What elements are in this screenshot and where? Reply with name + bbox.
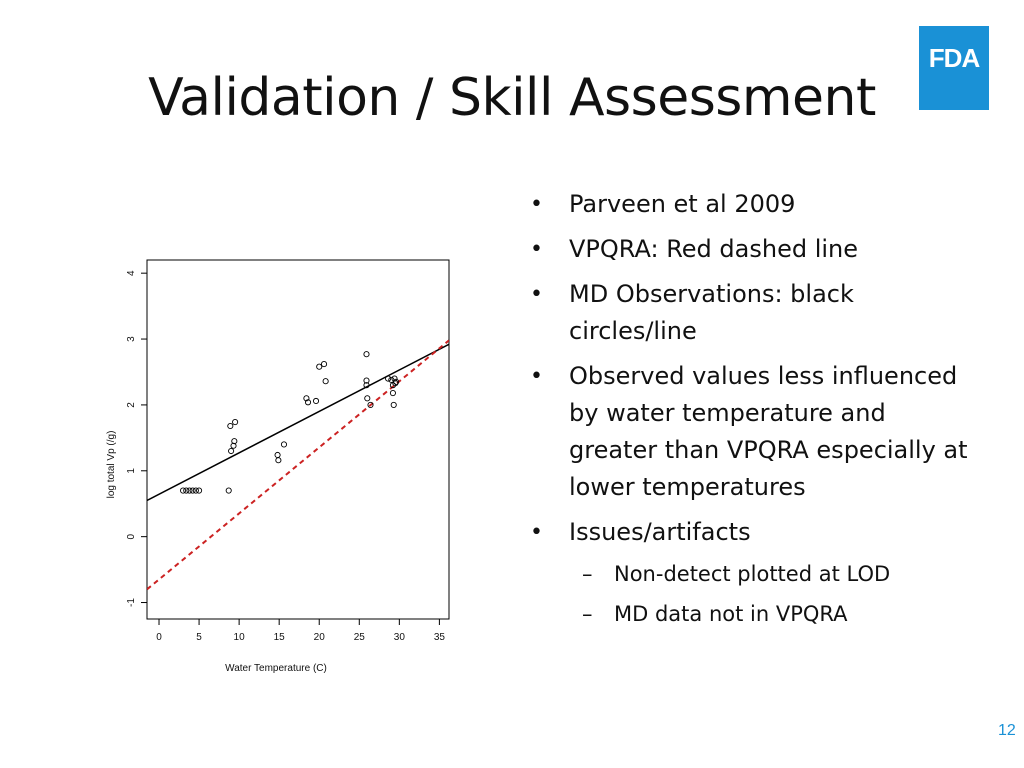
bullet-dot-icon: •	[530, 520, 543, 545]
data-point	[183, 487, 190, 494]
data-point	[363, 351, 370, 358]
fda-logo: FDA	[919, 26, 989, 110]
x-axis-label: Water Temperature (C)	[225, 663, 327, 674]
plot-frame	[146, 259, 450, 620]
sub-bullet-text: Non-detect plotted at LOD	[614, 562, 891, 586]
bullet-text: Issues/artifacts	[569, 518, 751, 546]
data-point	[230, 442, 237, 449]
y-axis-label: log total Vp (/g)	[106, 431, 117, 499]
bullet-item: • Parveen et al 2009	[530, 186, 970, 223]
x-tick-label: 10	[234, 632, 246, 643]
data-point	[189, 487, 196, 494]
data-point	[179, 487, 187, 494]
data-point	[316, 363, 323, 370]
data-point	[391, 375, 398, 382]
bullet-item: • Issues/artifacts	[530, 514, 970, 551]
data-point	[367, 401, 374, 408]
bullet-item: • MD Observations: black circles/line	[530, 276, 970, 350]
fda-logo-text: FDA	[928, 43, 980, 73]
dash-icon: –	[582, 602, 593, 626]
sub-bullet-text: MD data not in VPQRA	[614, 602, 848, 626]
data-point	[389, 390, 396, 397]
data-point	[192, 487, 199, 494]
bullet-item: • VPQRA: Red dashed line	[530, 231, 970, 268]
y-tick-label: 0	[126, 533, 137, 539]
bullet-text: Parveen et al 2009	[569, 190, 796, 218]
data-point	[231, 438, 238, 445]
data-point	[232, 418, 239, 426]
vpqra-dashed-line	[147, 339, 449, 591]
x-tick-label: 15	[274, 632, 286, 643]
data-point	[363, 382, 370, 389]
data-point	[393, 378, 400, 385]
dash-icon: –	[582, 562, 593, 586]
bullet-dot-icon: •	[530, 237, 543, 262]
page-number: 12	[998, 722, 1016, 739]
x-tick-label: 35	[434, 632, 446, 643]
data-point	[196, 487, 203, 494]
bullet-dot-icon: •	[530, 364, 543, 389]
data-point	[227, 422, 234, 430]
data-point	[385, 375, 392, 382]
data-point	[280, 441, 288, 448]
x-tick-label: 5	[196, 632, 202, 643]
data-point	[390, 401, 397, 408]
scatter-chart: 0 5 10 15 20 25 30 35 -1 0 1 2 3 4 Water Temperature (…	[106, 259, 450, 674]
data-point	[312, 397, 320, 405]
x-tick-label: 20	[314, 632, 326, 643]
bullet-text: MD Observations: black circles/line	[569, 280, 854, 345]
data-point	[304, 399, 312, 406]
x-tick-label: 0	[156, 632, 162, 643]
x-tick-label: 25	[354, 632, 366, 643]
sub-bullet-item: – Non-detect plotted at LOD	[530, 559, 970, 589]
bullet-item: • Observed values less influenced by wat…	[530, 358, 970, 506]
data-point	[228, 447, 235, 455]
sub-bullet-item: – MD data not in VPQRA	[530, 599, 970, 629]
bullet-text: VPQRA: Red dashed line	[569, 235, 859, 263]
data-point	[392, 380, 399, 387]
x-tick-label: 30	[394, 632, 406, 643]
data-point	[303, 395, 310, 402]
md-regression-line	[147, 343, 449, 502]
y-tick-label: 3	[126, 336, 137, 342]
data-point	[225, 487, 232, 494]
data-point	[275, 457, 282, 464]
data-point	[322, 378, 329, 385]
data-point	[320, 361, 328, 368]
data-point	[186, 487, 193, 494]
y-tick-label: 4	[126, 270, 137, 276]
y-tick-label: 2	[126, 402, 137, 408]
bullet-dot-icon: •	[530, 282, 543, 307]
bullet-list: • Parveen et al 2009 • VPQRA: Red dashed…	[530, 186, 970, 639]
bullet-text: Observed values less influenced by water…	[569, 362, 968, 501]
bullet-dot-icon: •	[530, 192, 543, 217]
data-point	[364, 395, 371, 402]
data-point	[363, 377, 370, 384]
slide-title: Validation / Skill Assessment	[148, 68, 876, 128]
y-tick-label: -1	[126, 598, 137, 607]
y-tick-label: 1	[126, 468, 137, 474]
data-point	[274, 451, 281, 459]
